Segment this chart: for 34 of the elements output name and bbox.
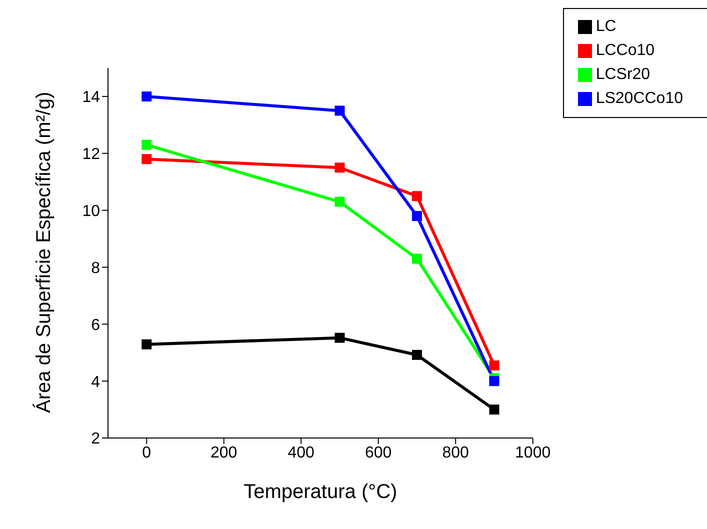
x-tick-label: 1000 bbox=[515, 444, 551, 462]
legend-label: LCSr20 bbox=[596, 66, 650, 83]
point bbox=[334, 196, 345, 207]
point bbox=[412, 191, 422, 202]
point bbox=[142, 339, 152, 350]
legend-label: LCCo10 bbox=[596, 42, 655, 59]
y-tick-label: 12 bbox=[82, 146, 100, 164]
point bbox=[334, 106, 345, 116]
y-tick-label: 8 bbox=[91, 260, 100, 277]
x-tick-label: 200 bbox=[210, 444, 238, 462]
y-tick-label: 14 bbox=[82, 89, 100, 106]
y-tick-label: 2 bbox=[91, 430, 100, 448]
y-tick-label: 10 bbox=[82, 202, 100, 220]
y-axis-title: Área de Superficie Específica (m²/g) bbox=[32, 92, 56, 413]
point bbox=[142, 140, 152, 150]
point bbox=[334, 162, 345, 173]
point bbox=[142, 154, 152, 164]
x-axis-title: Temperatura (°C) bbox=[244, 481, 398, 503]
point bbox=[412, 254, 422, 264]
y-tick-label: 4 bbox=[91, 374, 100, 391]
x-tick-label: 400 bbox=[288, 444, 315, 462]
y-tick-label: 6 bbox=[91, 316, 100, 334]
point bbox=[489, 360, 500, 370]
point bbox=[489, 404, 500, 415]
x-tick-label: 600 bbox=[364, 444, 392, 462]
x-tick-label: 0 bbox=[142, 444, 152, 462]
x-tick-label: 800 bbox=[442, 444, 470, 462]
point bbox=[489, 376, 500, 386]
legend-label: LS20CCo10 bbox=[596, 90, 683, 107]
point bbox=[142, 91, 152, 102]
legend-label: LC bbox=[596, 18, 616, 35]
point bbox=[412, 350, 422, 360]
point bbox=[412, 211, 422, 221]
point bbox=[334, 332, 345, 343]
